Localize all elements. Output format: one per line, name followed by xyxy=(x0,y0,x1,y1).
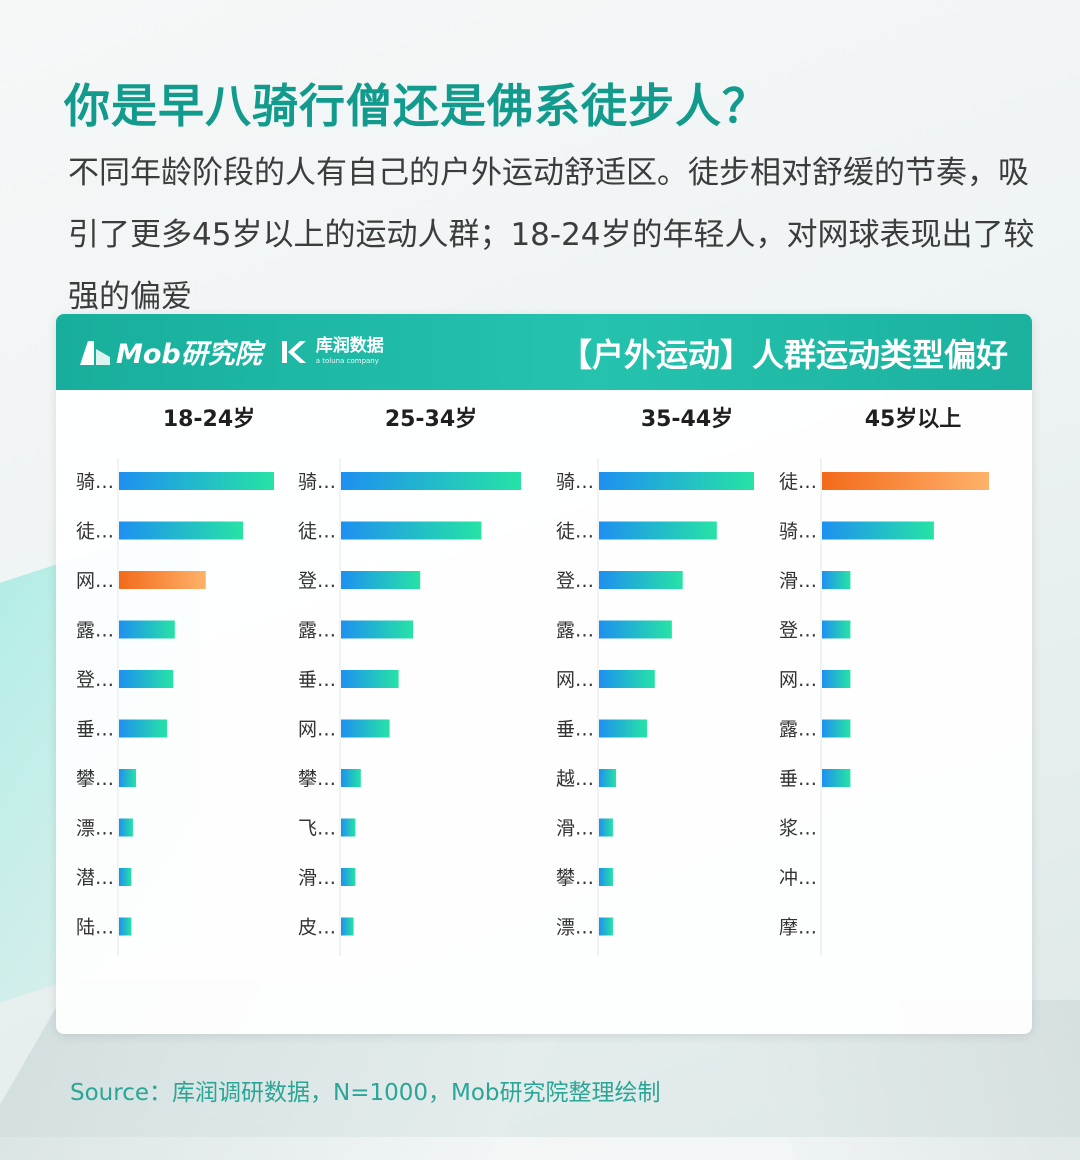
bar xyxy=(822,571,851,589)
category-label: 垂… xyxy=(779,768,817,790)
kr-logo-icon xyxy=(281,340,306,363)
highlight-bar xyxy=(822,472,989,490)
category-label: 徒… xyxy=(298,521,336,543)
bar xyxy=(341,868,356,886)
category-label: 网… xyxy=(76,570,114,592)
bar xyxy=(119,818,133,837)
mob-brand-name: Mob研究院 xyxy=(116,339,262,370)
category-label: 攀… xyxy=(298,768,336,790)
bar xyxy=(599,571,683,589)
category-label: 露… xyxy=(556,620,594,642)
category-label: 皮… xyxy=(298,917,336,939)
kr-brand-name: 库润数据 xyxy=(315,336,384,356)
category-label: 登… xyxy=(556,570,594,592)
group-header: 18-24岁 xyxy=(163,406,255,432)
category-label: 骑… xyxy=(779,521,817,543)
bar xyxy=(599,868,613,886)
bar xyxy=(822,769,851,787)
kr-brand-subtitle: a toluna company xyxy=(315,357,379,365)
bar xyxy=(341,719,390,738)
category-label: 冲… xyxy=(779,867,817,889)
bar xyxy=(119,472,274,490)
category-label: 浆… xyxy=(779,818,817,840)
category-label: 滑… xyxy=(556,818,594,840)
bar xyxy=(341,917,354,936)
category-label: 骑… xyxy=(298,471,336,493)
chart-header: Mob研究院 库润数据 a toluna company 【户外运动】人群运动类… xyxy=(56,314,1032,390)
bar xyxy=(822,521,934,540)
bar xyxy=(341,769,361,787)
bar xyxy=(341,818,356,837)
category-label: 网… xyxy=(556,669,594,691)
bar xyxy=(119,670,174,688)
category-label: 垂… xyxy=(76,719,114,741)
brand-logos: Mob研究院 库润数据 a toluna company xyxy=(78,332,384,371)
category-label: 登… xyxy=(298,570,336,592)
bar xyxy=(822,670,851,688)
category-label: 网… xyxy=(779,669,817,691)
chart-title: 【户外运动】人群运动类型偏好 xyxy=(559,336,1008,374)
bar xyxy=(119,719,168,738)
bar xyxy=(119,521,243,540)
category-label: 露… xyxy=(76,620,114,642)
kr-brand: 库润数据 a toluna company xyxy=(316,338,384,365)
category-label: 登… xyxy=(779,620,817,642)
group-header: 35-44岁 xyxy=(641,406,733,432)
bar xyxy=(822,719,851,738)
group-header: 25-34岁 xyxy=(385,406,477,432)
bar xyxy=(599,620,672,639)
category-label: 网… xyxy=(298,719,336,741)
category-label: 垂… xyxy=(556,719,594,741)
bar xyxy=(341,670,399,688)
bar xyxy=(341,620,413,639)
category-label: 摩… xyxy=(779,917,817,939)
category-label: 飞… xyxy=(298,818,336,840)
category-label: 越… xyxy=(556,768,594,790)
category-label: 骑… xyxy=(76,471,114,493)
bar xyxy=(341,571,421,589)
bar xyxy=(119,769,137,787)
category-label: 登… xyxy=(76,669,114,691)
group-header: 45岁以上 xyxy=(865,406,962,432)
category-label: 徒… xyxy=(76,521,114,543)
bar xyxy=(599,521,717,540)
bar xyxy=(341,472,521,490)
source-note: Source：库润调研数据，N=1000，Mob研究院整理绘制 xyxy=(70,1080,661,1106)
chart-card: Mob研究院 库润数据 a toluna company 【户外运动】人群运动类… xyxy=(56,314,1032,1034)
category-label: 露… xyxy=(779,719,817,741)
bar xyxy=(599,769,617,787)
category-label: 滑… xyxy=(779,570,817,592)
bar xyxy=(341,521,482,540)
category-label: 露… xyxy=(298,620,336,642)
category-label: 滑… xyxy=(298,867,336,889)
bar xyxy=(119,620,175,639)
category-label: 骑… xyxy=(556,471,594,493)
bar xyxy=(119,868,132,886)
bar xyxy=(599,719,648,738)
category-label: 潜… xyxy=(76,867,114,889)
bar xyxy=(599,818,613,837)
category-label: 垂… xyxy=(298,669,336,691)
highlight-bar xyxy=(119,571,206,589)
category-label: 陆… xyxy=(76,917,114,939)
lead-paragraph: 不同年龄阶段的人有自己的户外运动舒适区。徒步相对舒缓的节奏，吸引了更多45岁以上… xyxy=(68,155,1035,315)
bar xyxy=(822,620,851,639)
category-label: 徒… xyxy=(779,471,817,493)
bar xyxy=(119,917,132,936)
category-label: 漂… xyxy=(556,917,594,939)
category-label: 漂… xyxy=(76,818,114,840)
category-label: 徒… xyxy=(556,521,594,543)
category-label: 攀… xyxy=(76,768,114,790)
bar xyxy=(599,670,655,688)
bar xyxy=(599,917,613,936)
category-label: 攀… xyxy=(556,867,594,889)
page-headline: 你是早八骑行僧还是佛系徒步人？ xyxy=(64,79,769,133)
mob-logo-icon xyxy=(80,340,110,365)
bar xyxy=(599,472,754,490)
